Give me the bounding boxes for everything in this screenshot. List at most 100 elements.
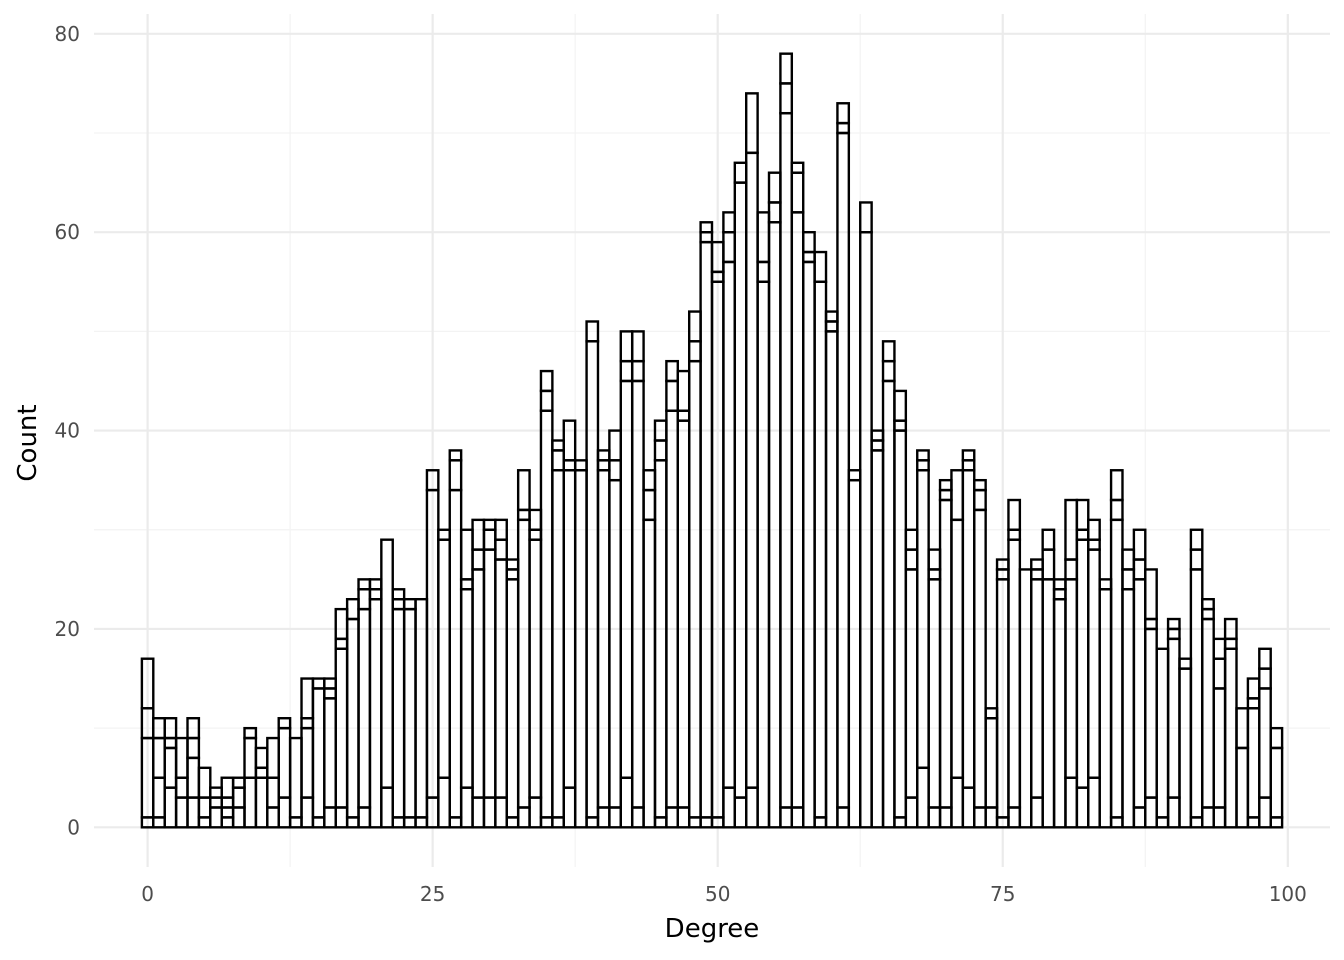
bar-segment (1269, 726, 1284, 750)
bar-segment (1166, 796, 1181, 829)
bar (745, 92, 759, 829)
bar (1246, 677, 1261, 829)
bar-segment (528, 796, 543, 829)
bar (209, 786, 223, 829)
bar (984, 707, 999, 829)
bar-segment (1030, 558, 1044, 571)
bar-segment (642, 488, 657, 522)
bar-segment (174, 796, 189, 829)
bar (1087, 518, 1101, 829)
bar-segment (1041, 578, 1056, 829)
bar-segment (733, 161, 748, 184)
bar (1018, 568, 1033, 829)
bar-segment (402, 607, 417, 819)
bar-segment (676, 409, 691, 422)
bar-segment (745, 92, 759, 155)
bar-segment (437, 538, 451, 779)
bar-segment (254, 746, 269, 770)
bar (368, 578, 383, 829)
bar-segment (1098, 578, 1113, 591)
bar-segment (585, 816, 600, 829)
bar-segment (528, 508, 543, 531)
bar (1258, 647, 1272, 829)
bar-segment (186, 756, 201, 799)
bar (482, 518, 497, 829)
bar-segment (505, 568, 520, 581)
bar-segment (1223, 617, 1238, 641)
bar-segment (642, 518, 657, 829)
bar-segment (676, 419, 691, 809)
bar (528, 508, 543, 829)
bar-segment (1109, 816, 1124, 829)
bar-segment (1189, 528, 1204, 551)
bar-segment (722, 260, 737, 789)
bar-segment (197, 816, 212, 829)
bar-segment (448, 488, 463, 819)
bar-segment (391, 597, 406, 611)
bar-segment (699, 816, 714, 829)
bar-segment (916, 766, 930, 829)
bar-segment (813, 250, 828, 284)
bar-segment (813, 816, 828, 829)
bar-segment (790, 806, 805, 829)
bar (1269, 726, 1284, 829)
bar-segment (1258, 796, 1272, 829)
bar (1052, 578, 1067, 829)
x-tick-label: 100 (1269, 882, 1307, 906)
bar (847, 469, 862, 829)
bar-segment (665, 806, 679, 829)
bar (471, 518, 486, 829)
bar-segment (539, 409, 554, 819)
bar-segment (539, 389, 554, 412)
bar-segment (414, 816, 429, 829)
bar (1098, 578, 1113, 829)
bar-segment (1212, 687, 1227, 809)
bar (1166, 617, 1181, 829)
bar-segment (619, 330, 634, 363)
bar-segment (699, 231, 714, 244)
bar-segment (596, 806, 611, 829)
bar-segment (1212, 806, 1227, 829)
bar-segment (824, 320, 839, 333)
y-tick-label: 20 (55, 617, 80, 641)
bar-segment (459, 528, 474, 581)
bar-segment (790, 161, 805, 174)
bar-segment (904, 548, 919, 571)
bar-segment (1223, 647, 1238, 829)
bar-segment (767, 171, 782, 204)
bar-segment (357, 588, 372, 611)
bar-segment (345, 597, 360, 621)
bar-segment (1007, 528, 1022, 541)
bar-segment (756, 211, 771, 264)
bar (380, 538, 394, 829)
bar-segment (494, 538, 508, 561)
bar-segment (859, 201, 873, 234)
bar-segment (334, 806, 349, 829)
bar-segment (471, 796, 486, 829)
bar-segment (1109, 498, 1124, 522)
bar (539, 369, 554, 829)
bar-segment (984, 806, 999, 829)
bar (277, 717, 292, 829)
bar-segment (1166, 637, 1181, 799)
bar-segment (653, 459, 668, 819)
bar-segment (1223, 637, 1238, 650)
bar (357, 578, 372, 829)
bar-segment (608, 429, 622, 462)
bar-segment (1132, 806, 1147, 829)
bar (881, 340, 896, 829)
x-axis-ticks: 0 25 50 75 100 (141, 882, 1307, 906)
bar-segment (163, 717, 178, 740)
bar-segment (893, 816, 908, 829)
bar-segment (323, 677, 337, 690)
bar-segment (642, 469, 657, 492)
bar-segment (779, 111, 794, 809)
bar-segment (311, 687, 326, 819)
bar-segment (448, 449, 463, 462)
bar-segment (391, 588, 406, 601)
bar-segment (1087, 518, 1101, 541)
bar-segment (961, 449, 976, 462)
bar-segment (1041, 528, 1056, 551)
bar (186, 717, 201, 829)
bar-segment (1064, 578, 1079, 779)
